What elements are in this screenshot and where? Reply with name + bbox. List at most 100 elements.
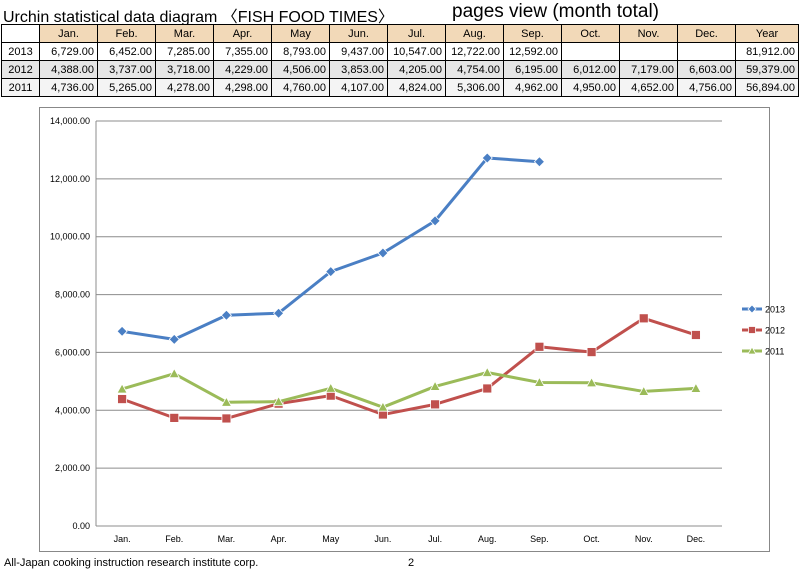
data-point-2013 (273, 307, 285, 319)
column-header: Jan. (39, 24, 98, 43)
x-tick-label: Jun. (374, 534, 391, 544)
x-tick-label: Oct. (583, 534, 600, 544)
data-point-2011 (690, 382, 702, 393)
table-cell: 56,894.00 (735, 78, 799, 97)
data-point-2013 (377, 247, 389, 259)
x-tick-label: Jan. (114, 534, 131, 544)
data-point-2012 (534, 341, 545, 352)
legend-label: 2011 (765, 347, 784, 357)
column-header: May (271, 24, 330, 43)
table-header-row: Jan. Feb. Mar. Apr. May Jun. Jul. Aug. S… (1, 24, 799, 43)
table-cell: 4,824.00 (387, 78, 446, 97)
chart-frame (39, 107, 770, 552)
y-tick-label: 4,000.00 (55, 405, 90, 415)
x-tick-label: Nov. (635, 534, 653, 544)
data-point-2011 (377, 401, 389, 412)
data-point-2013 (429, 215, 441, 227)
data-point-2012 (482, 383, 493, 394)
table-cell: 3,737.00 (97, 60, 156, 79)
y-tick-label: 10,000.00 (50, 232, 90, 242)
x-tick-label: Sep. (530, 534, 549, 544)
table-cell: 4,756.00 (677, 78, 736, 97)
y-tick-label: 6,000.00 (55, 347, 90, 357)
legend-marker-2012 (748, 326, 756, 334)
data-point-2012 (691, 330, 701, 340)
column-header: Jul. (387, 24, 446, 43)
data-point-2012 (117, 394, 127, 404)
column-header: Year (735, 24, 799, 43)
x-tick-label: Jul. (428, 534, 442, 544)
data-point-2011 (533, 376, 546, 387)
table-row: 2011 4,736.00 5,265.00 4,278.00 4,298.00… (1, 78, 799, 97)
data-point-2012 (638, 313, 649, 324)
table-cell: 6,729.00 (39, 42, 98, 61)
column-header: Nov. (619, 24, 678, 43)
data-point-2013 (220, 309, 232, 321)
x-tick-label: May (322, 534, 340, 544)
table-cell: 4,754.00 (445, 60, 504, 79)
data-point-2013 (481, 152, 493, 164)
data-point-2012 (586, 347, 597, 357)
data-point-2012 (169, 412, 180, 423)
table-cell: 4,506.00 (271, 60, 330, 79)
y-tick-label: 2,000.00 (55, 463, 90, 473)
x-tick-label: Feb. (165, 534, 183, 544)
x-tick-label: Aug. (478, 534, 497, 544)
pageview-table: Jan. Feb. Mar. Apr. May Jun. Jul. Aug. S… (1, 24, 799, 97)
table-cell: 4,652.00 (619, 78, 678, 97)
page-subtitle: pages view (month total) (452, 1, 659, 22)
data-point-2011 (481, 366, 493, 377)
legend-label: 2013 (765, 305, 785, 315)
row-year: 2011 (1, 78, 40, 97)
legend-marker-2011 (747, 346, 757, 355)
table-cell: 4,962.00 (503, 78, 562, 97)
data-point-2013 (116, 325, 128, 337)
column-header: Aug. (445, 24, 504, 43)
table-cell: 4,229.00 (213, 60, 272, 79)
page-title: Urchin statistical data diagram 〈FISH FO… (3, 9, 394, 26)
table-cell: 4,760.00 (271, 78, 330, 97)
table-cell: 59,379.00 (735, 60, 799, 79)
data-point-2011 (116, 383, 128, 394)
column-header: Jun. (329, 24, 388, 43)
y-tick-label: 8,000.00 (55, 290, 90, 300)
legend-label: 2012 (765, 326, 785, 336)
x-tick-label: Mar. (218, 534, 236, 544)
table-cell: 4,298.00 (213, 78, 272, 97)
table-cell: 6,195.00 (503, 60, 562, 79)
x-tick-label: Dec. (687, 534, 706, 544)
page-number: 2 (408, 557, 415, 569)
table-cell: 81,912.00 (735, 42, 799, 61)
table-cell: 6,603.00 (677, 60, 736, 79)
data-point-2013 (168, 333, 180, 345)
data-point-2011 (168, 367, 180, 379)
footer-text: All-Japan cooking instruction research i… (4, 557, 259, 569)
data-point-2011 (220, 396, 233, 407)
table-cell: 5,265.00 (97, 78, 156, 97)
table-cell: 4,388.00 (39, 60, 98, 79)
table-cell: 12,722.00 (445, 42, 504, 61)
y-tick-label: 12,000.00 (50, 174, 90, 184)
y-tick-label: 0.00 (72, 521, 90, 531)
data-point-2012 (430, 399, 440, 410)
column-header: Oct. (561, 24, 620, 43)
series-line-2013 (121, 156, 540, 341)
data-point-2011 (638, 385, 650, 396)
data-point-2011 (272, 395, 285, 407)
column-header: Apr. (213, 24, 272, 43)
table-cell: 7,285.00 (155, 42, 214, 61)
data-point-2011 (325, 382, 337, 393)
table-cell: 7,179.00 (619, 60, 678, 79)
series-line-2011 (121, 371, 697, 409)
table-cell: 4,107.00 (329, 78, 388, 97)
x-tick-label: Apr. (271, 534, 287, 544)
data-point-2011 (585, 376, 598, 388)
data-point-2011 (429, 380, 441, 391)
row-year: 2013 (1, 42, 40, 61)
table-cell: 6,012.00 (561, 60, 620, 79)
series-line-2012 (121, 316, 697, 420)
column-header: Dec. (677, 24, 736, 43)
table-cell: 3,718.00 (155, 60, 214, 79)
table-cell: 4,278.00 (155, 78, 214, 97)
